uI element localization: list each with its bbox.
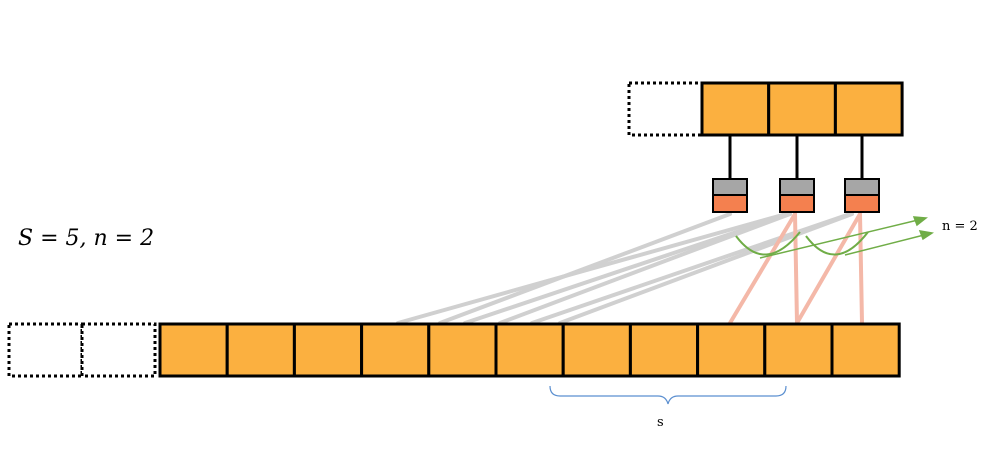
n-annotation: n = 2	[942, 219, 978, 234]
input-cell	[360, 322, 431, 378]
kernel-top	[844, 178, 880, 196]
pink-connection-line	[728, 212, 797, 325]
input-cell	[628, 322, 700, 378]
output-padding-cell	[627, 81, 704, 137]
n-arrows	[759, 216, 934, 259]
gray-connection-line	[396, 212, 788, 325]
arrowhead-icon	[918, 230, 934, 241]
input-padding-cell	[7, 322, 84, 378]
pink-connections	[728, 212, 864, 325]
equation-label: S = 5, n = 2	[18, 226, 154, 251]
input-cell	[830, 322, 901, 378]
gray-connection-line	[438, 212, 732, 325]
n-arrow-line	[844, 234, 925, 256]
kernel-top	[779, 178, 815, 196]
output-cell	[700, 81, 771, 137]
pink-connection-line	[858, 212, 864, 325]
gray-connections	[396, 212, 854, 325]
brace-label: s	[657, 415, 664, 430]
input-cell	[494, 322, 565, 378]
input-cell	[292, 322, 364, 378]
gray-connection-line	[558, 212, 854, 325]
input-cell	[427, 322, 498, 378]
gray-connection-line	[498, 212, 792, 325]
gray-connection-line	[463, 212, 792, 325]
dilation-arc	[735, 231, 801, 256]
input-sequence	[7, 322, 901, 378]
output-cell	[833, 81, 904, 137]
kernel-bottom	[779, 194, 815, 213]
input-cell	[225, 322, 296, 378]
n-arrow-line	[759, 219, 919, 259]
dilation-arcs	[735, 231, 869, 256]
dilation-arc	[805, 231, 869, 256]
input-cell	[561, 322, 632, 378]
input-padding-cell	[80, 322, 157, 378]
output-sequence	[627, 81, 904, 137]
kernel-bottom	[712, 194, 748, 213]
pink-connection-line	[793, 212, 799, 325]
kernel-top	[712, 178, 748, 196]
input-cell	[763, 322, 834, 378]
kernel-bottom	[844, 194, 880, 213]
pink-connection-line	[795, 212, 862, 325]
brace-icon	[549, 385, 787, 405]
output-cell	[767, 81, 837, 137]
output-connectors	[728, 135, 864, 178]
input-cell	[696, 322, 767, 378]
kernels	[712, 178, 880, 213]
input-cell	[158, 322, 229, 378]
arrowhead-icon	[912, 216, 928, 227]
